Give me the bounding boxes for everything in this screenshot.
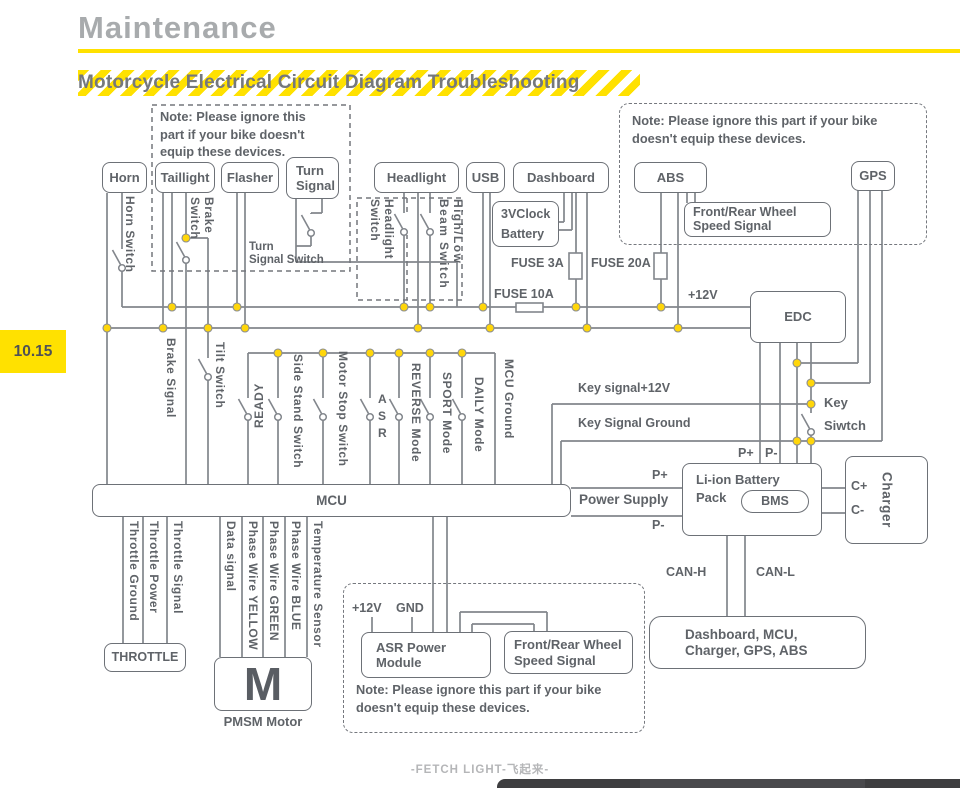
footer-brand: -FETCH LIGHT-飞起来- xyxy=(410,764,550,776)
box-can-nodes: Dashboard, MCU, Charger, GPS, ABS xyxy=(649,616,866,669)
label-throttle-power: Throttle Power xyxy=(147,521,161,614)
label-mcu-ground: MCU Ground xyxy=(502,359,516,439)
label-can-h: CAN-H xyxy=(666,565,707,579)
box-dashboard: Dashboard xyxy=(513,162,609,193)
yellow-divider xyxy=(78,49,960,53)
label-horn-switch: Horn Switch xyxy=(123,196,137,273)
box-taillight: Taillight xyxy=(155,162,215,193)
label-fuse-10a: FUSE 10A xyxy=(494,287,554,301)
label-phase-blue: Phase Wire BLUE xyxy=(289,521,303,631)
label-p-plus-top: P+ xyxy=(738,446,754,460)
note-bottom: Note: Please ignore this part if your bi… xyxy=(356,682,602,715)
box-horn: Horn xyxy=(102,162,147,193)
note-top-left: Note: Please ignore this part if your bi… xyxy=(160,109,306,159)
box-battery: Li-ion Battery Pack BMS xyxy=(682,463,822,536)
label-throttle-signal: Throttle Signal xyxy=(171,521,185,614)
label-tilt-switch: Tilt Switch xyxy=(213,342,227,409)
box-abs: ABS xyxy=(634,162,707,193)
label-throttle-ground: Throttle Ground xyxy=(127,521,141,622)
label-brake-switch: Brake Switch xyxy=(188,197,216,240)
label-p-plus-left: P+ xyxy=(652,468,668,482)
label-key-signal-12v: Key signal+12V xyxy=(578,381,671,395)
box-usb: USB xyxy=(466,162,505,193)
label-p-minus-top: P- xyxy=(765,446,778,460)
label-brake-signal: Brake Signal xyxy=(164,338,178,418)
label-power-supply: Power Supply xyxy=(579,492,669,507)
label-ready: READY xyxy=(252,383,266,429)
box-wheel-speed-bottom: Front/Rear Wheel Speed Signal xyxy=(504,631,633,674)
box-asr-module: ASR Power Module xyxy=(361,632,491,678)
box-gps: GPS xyxy=(851,161,895,191)
label-phase-yellow: Phase Wire YELLOW xyxy=(246,521,260,651)
label-sport-mode: SPORT Mode xyxy=(440,372,454,455)
box-pmsm-motor: M xyxy=(214,657,312,711)
page-number-tab: 10.15 xyxy=(0,330,66,373)
bottom-bar-segment xyxy=(640,779,865,788)
label-phase-green: Phase Wire GREEN xyxy=(267,521,281,642)
label-key-switch: Key Siwtch xyxy=(824,395,866,433)
label-reverse-mode: REVERSE Mode xyxy=(409,363,423,463)
label-key-signal-ground: Key Signal Ground xyxy=(578,416,691,430)
box-charger: Charger xyxy=(845,456,928,544)
label-p-minus-left: P- xyxy=(652,518,665,532)
label-side-stand-switch: Side Stand Switch xyxy=(291,354,305,469)
box-wheel-speed-top: Front/Rear Wheel Speed Signal xyxy=(684,202,831,237)
label-asr-gnd: GND xyxy=(396,601,424,615)
box-edc: EDC xyxy=(750,291,846,343)
section-heading: Motorcycle Electrical Circuit Diagram Tr… xyxy=(78,70,640,96)
charger-label: Charger xyxy=(879,472,895,528)
box-flasher: Flasher xyxy=(221,162,279,193)
label-plus-12v: +12V xyxy=(688,288,718,302)
battery-label: Li-ion Battery Pack xyxy=(696,472,780,505)
box-bms: BMS xyxy=(741,490,809,513)
note-top-right: Note: Please ignore this part if your bi… xyxy=(632,113,878,146)
box-clock-battery: 3VClock Battery xyxy=(492,201,559,247)
section-heading-text: Motorcycle Electrical Circuit Diagram Tr… xyxy=(78,72,580,93)
label-turn-signal-switch: Turn Signal Switch xyxy=(249,241,324,266)
label-fuse-3a: FUSE 3A xyxy=(511,256,564,270)
label-temperature-sensor: Temperature Sensor xyxy=(311,521,325,648)
label-data-signal: Data signal xyxy=(224,521,238,592)
label-can-l: CAN-L xyxy=(756,565,795,579)
label-daily-mode: DAILY Mode xyxy=(472,377,486,453)
page-title: Maintenance xyxy=(78,10,277,45)
box-headlight: Headlight xyxy=(374,162,459,193)
box-throttle: THROTTLE xyxy=(104,643,186,672)
label-headlight-switch: Headlight Switch xyxy=(368,199,396,260)
label-c-minus: C- xyxy=(851,503,865,517)
label-asr: A S R xyxy=(378,392,387,440)
label-c-plus: C+ xyxy=(851,479,868,493)
label-asr-12v: +12V xyxy=(352,601,382,615)
label-motor-stop-switch: Motor Stop Switch xyxy=(336,351,350,467)
box-turn-signal: Turn Signal xyxy=(286,157,339,199)
note-region-abs-gps xyxy=(619,103,927,245)
label-fuse-20a: FUSE 20A xyxy=(591,256,651,270)
label-beam-switch: High/Low Beam Switch xyxy=(437,199,465,290)
note-region-asr xyxy=(343,583,645,733)
pmsm-motor-caption: PMSM Motor xyxy=(223,714,303,729)
box-mcu: MCU xyxy=(92,484,571,517)
